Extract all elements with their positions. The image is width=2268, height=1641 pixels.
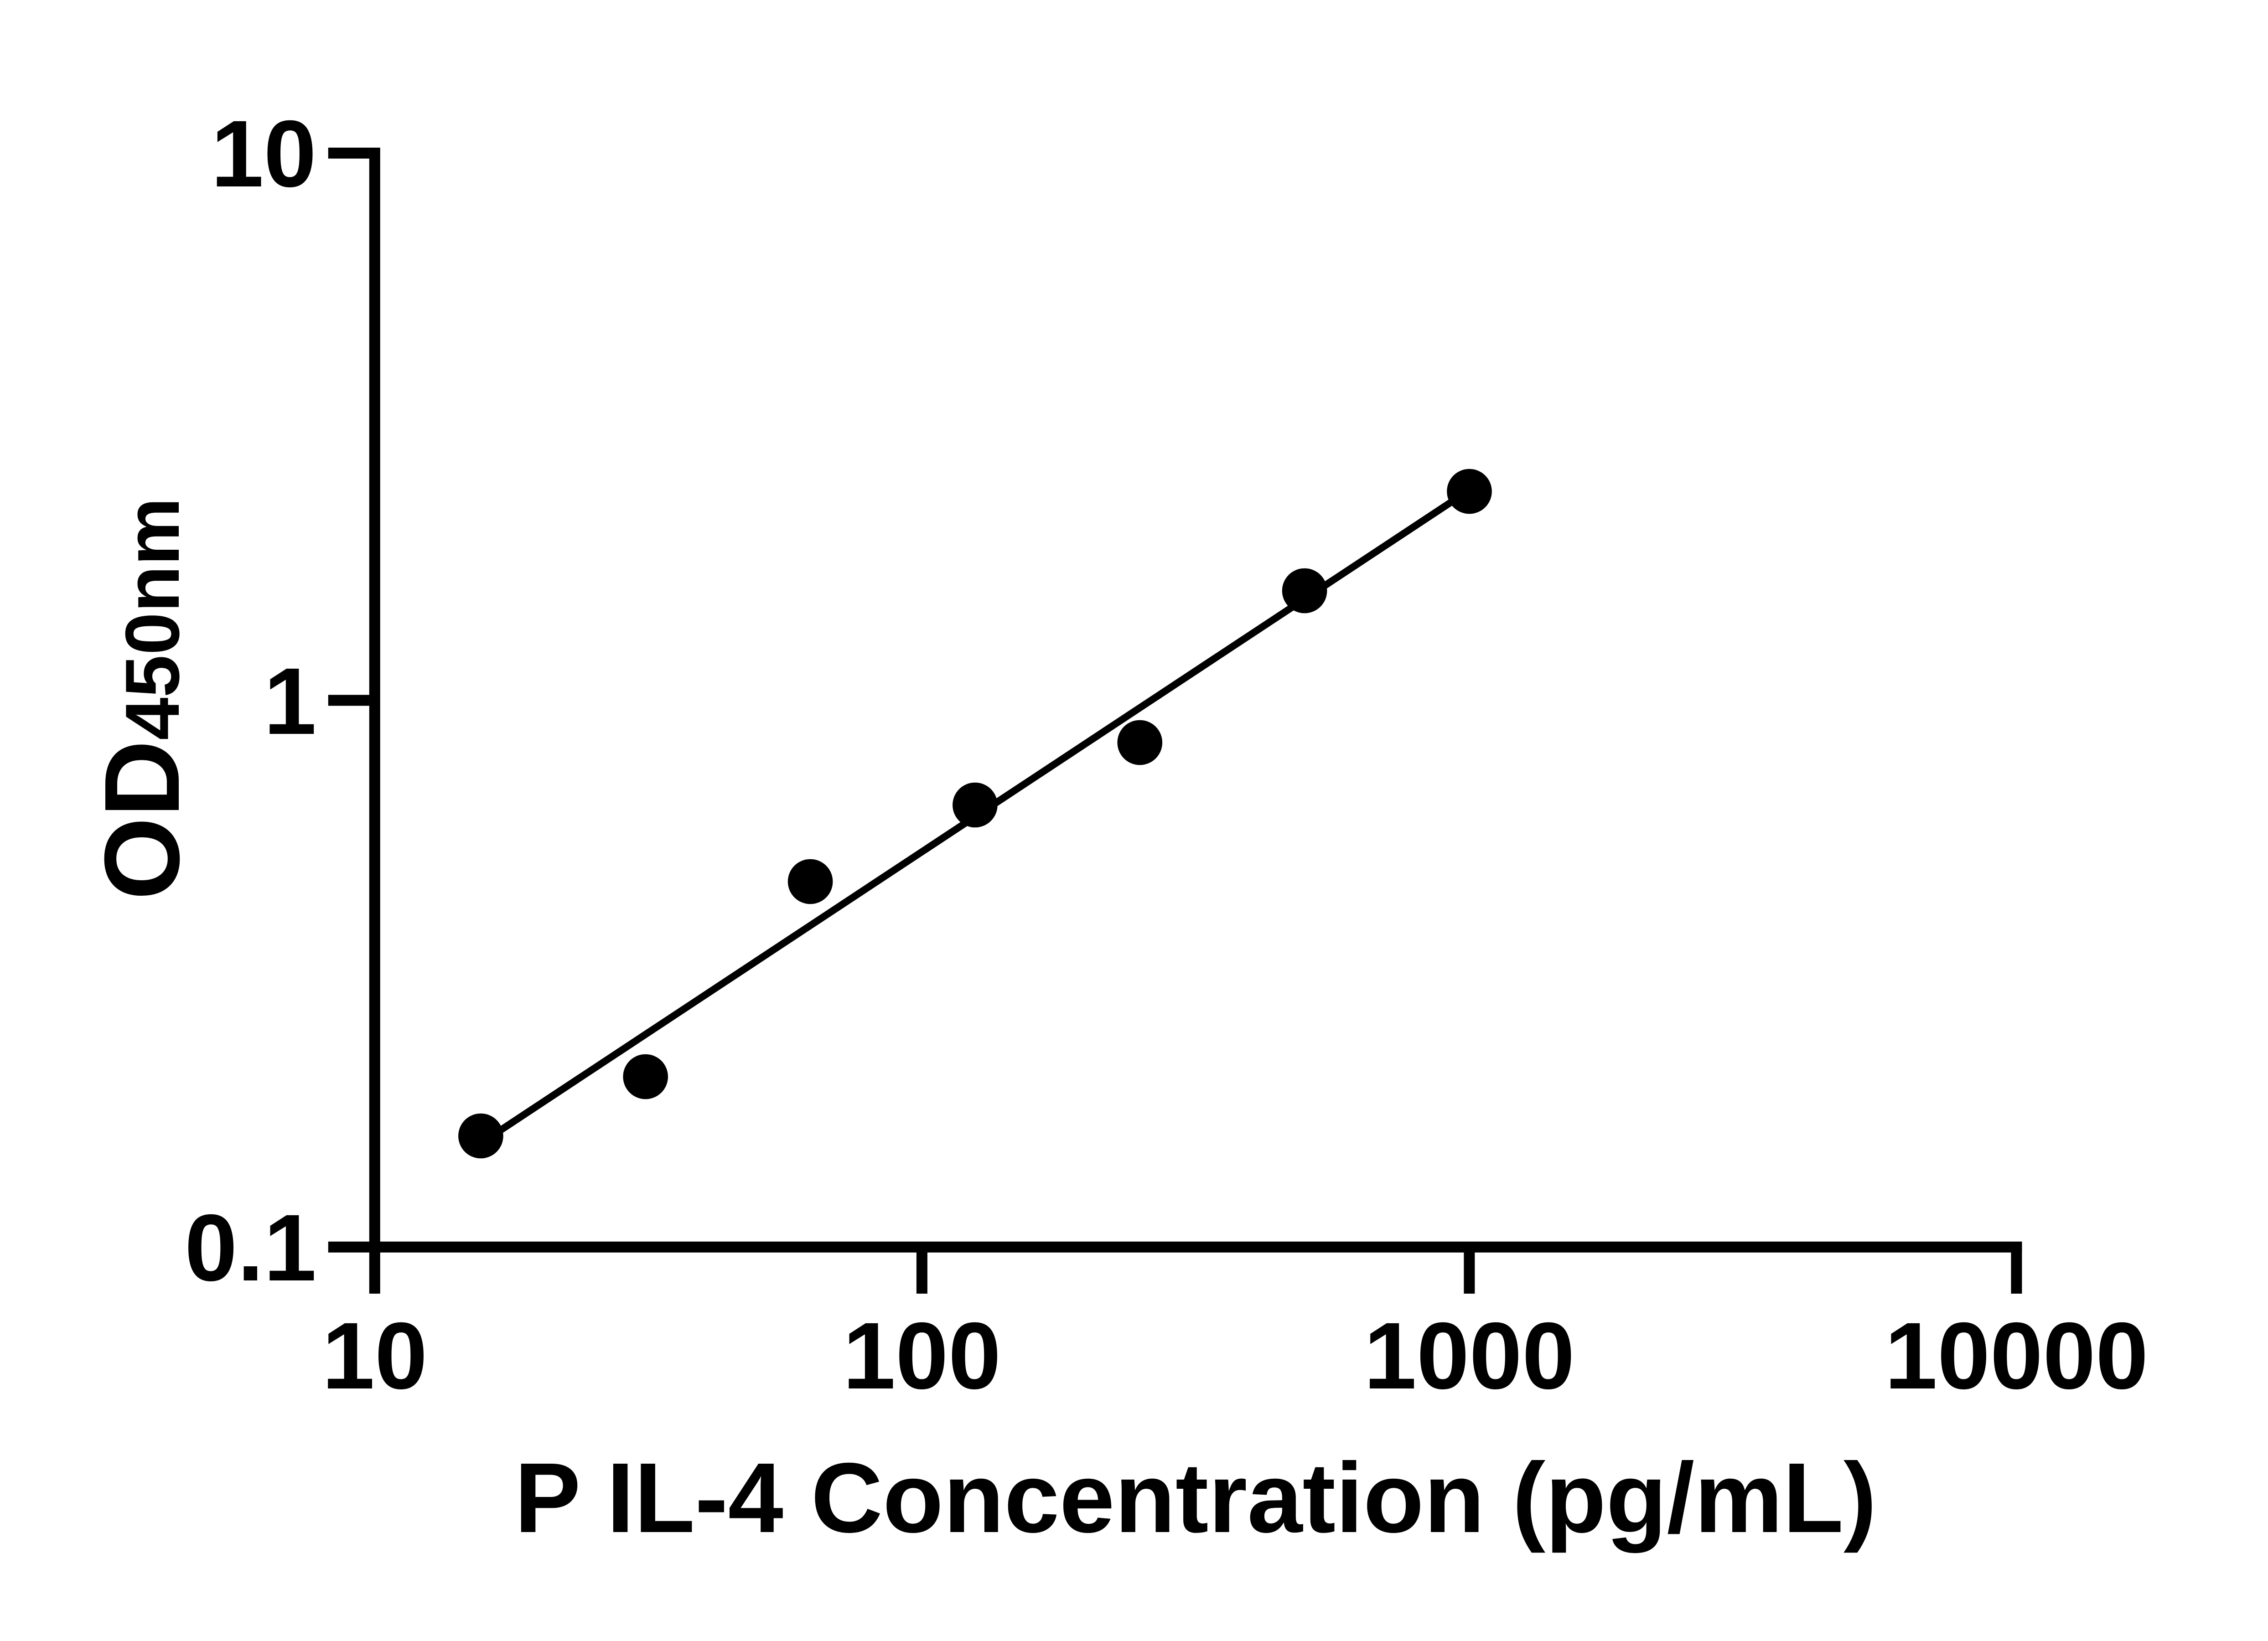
svg-text:100: 100: [843, 1303, 1001, 1409]
svg-text:10: 10: [322, 1303, 427, 1409]
svg-text:10000: 10000: [1885, 1303, 2148, 1409]
svg-text:0.1: 0.1: [185, 1195, 316, 1301]
svg-text:P IL-4 Concentration (pg/mL): P IL-4 Concentration (pg/mL): [514, 1443, 1876, 1553]
svg-text:1000: 1000: [1364, 1303, 1575, 1409]
svg-text:OD450nm: OD450nm: [82, 497, 202, 900]
svg-text:1: 1: [264, 649, 316, 754]
svg-text:10: 10: [211, 101, 316, 207]
